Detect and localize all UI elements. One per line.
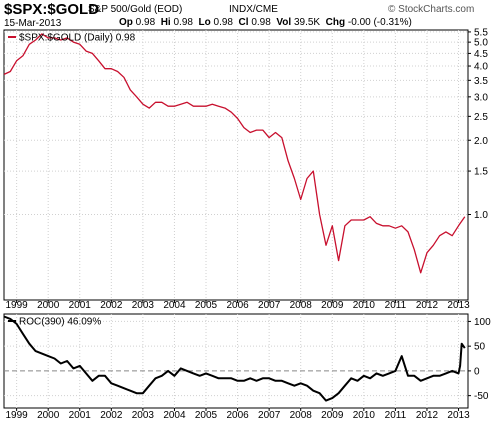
y-tick-label: 2.0 xyxy=(474,136,488,147)
x-tick-label: 2001 xyxy=(69,410,92,421)
x-tick-label: 2010 xyxy=(353,410,376,421)
x-tick-label: 2010 xyxy=(353,300,376,311)
y-tick-label: 100 xyxy=(474,317,491,328)
stat-label: Chg xyxy=(325,17,346,28)
legend-label: $SPX:$GOLD (Daily) 0.98 xyxy=(19,33,136,44)
exchange-label: INDX/CME xyxy=(229,4,278,15)
stat-label: Cl xyxy=(238,17,249,28)
x-tick-label: 2004 xyxy=(163,410,186,421)
x-tick-label: 2002 xyxy=(100,300,123,311)
y-tick-label: 2.5 xyxy=(474,112,488,123)
x-tick-label: 2013 xyxy=(447,410,470,421)
x-tick-label: 1999 xyxy=(6,300,29,311)
roc-series-line xyxy=(3,315,466,402)
x-tick-label: 2012 xyxy=(416,300,439,311)
x-tick-label: 2003 xyxy=(132,300,155,311)
y-tick-label: 1.5 xyxy=(474,167,488,178)
brand-label: © StockCharts.com xyxy=(388,4,475,15)
x-tick-label: 1999 xyxy=(6,410,29,421)
y-tick-label: 50 xyxy=(474,342,486,353)
stat-label: Lo xyxy=(198,17,211,28)
date-label: 15-Mar-2013 xyxy=(4,18,62,29)
y-tick-label: 5.5 xyxy=(474,27,488,38)
x-tick-label: 2009 xyxy=(321,410,344,421)
price-series-line xyxy=(3,33,466,274)
stat-label: Vol xyxy=(276,17,292,28)
y-tick-label: 4.0 xyxy=(474,62,488,73)
x-tick-label: 2007 xyxy=(258,300,281,311)
x-tick-label: 2005 xyxy=(195,410,218,421)
x-tick-label: 2008 xyxy=(290,300,313,311)
x-tick-label: 2006 xyxy=(226,300,249,311)
panel-frame xyxy=(3,29,469,301)
panel-frame xyxy=(3,313,469,409)
x-tick-label: 2002 xyxy=(100,410,123,421)
x-tick-label: 2008 xyxy=(290,410,313,421)
x-tick-label: 2009 xyxy=(321,300,344,311)
stat-label: Hi xyxy=(160,17,171,28)
x-tick-label: 2013 xyxy=(447,300,470,311)
y-tick-label: 4.5 xyxy=(474,49,488,60)
ohlc-stats: Op 0.98 Hi 0.98 Lo 0.98 Cl 0.98 Vol 39.5… xyxy=(119,17,412,28)
x-tick-label: 2003 xyxy=(132,410,155,421)
y-tick-label: 0 xyxy=(474,366,480,377)
x-tick-label: 2011 xyxy=(385,300,407,311)
stat-value: 0.98 xyxy=(213,17,233,28)
y-tick-label: 3.0 xyxy=(474,92,488,103)
x-tick-label: 2001 xyxy=(69,300,92,311)
chart-description: S&P 500/Gold (EOD) xyxy=(88,4,183,15)
x-tick-label: 2007 xyxy=(258,410,281,421)
stat-value: -0.00 (-0.31%) xyxy=(347,17,412,28)
x-tick-label: 2000 xyxy=(37,300,60,311)
stat-value: 39.5K xyxy=(293,17,321,28)
x-tick-label: 2000 xyxy=(37,410,60,421)
x-tick-label: 2012 xyxy=(416,410,439,421)
stat-value: 0.98 xyxy=(251,17,271,28)
stat-value: 0.98 xyxy=(173,17,193,28)
stat-value: 0.98 xyxy=(135,17,156,28)
x-tick-label: 2004 xyxy=(163,300,186,311)
y-tick-label: 1.0 xyxy=(474,210,488,221)
x-tick-label: 2011 xyxy=(385,410,407,421)
y-tick-label: 5.0 xyxy=(474,38,488,49)
chart-symbol: $SPX:$GOLD xyxy=(4,1,100,18)
x-tick-label: 2006 xyxy=(226,410,249,421)
y-tick-label: -50 xyxy=(474,391,489,402)
legend-label: ROC(390) 46.09% xyxy=(19,317,101,328)
x-tick-label: 2005 xyxy=(195,300,218,311)
stat-label: Op xyxy=(119,17,133,28)
y-tick-label: 3.5 xyxy=(474,76,488,87)
